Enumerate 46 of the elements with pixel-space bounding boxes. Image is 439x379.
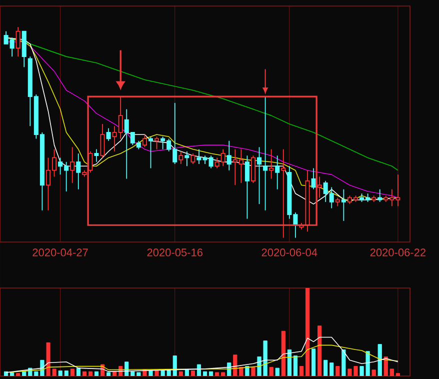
candlestick — [263, 96, 268, 211]
candlestick — [100, 124, 105, 158]
candlestick — [184, 150, 190, 167]
bar — [390, 368, 394, 376]
bar — [330, 362, 334, 376]
candlestick — [275, 155, 280, 190]
candlestick — [16, 26, 20, 58]
bar — [305, 288, 310, 376]
bar — [281, 330, 286, 376]
x-tick-label: 2020-04-27 — [32, 248, 88, 256]
candlestick — [341, 188, 346, 222]
bar — [317, 326, 322, 376]
bar — [311, 348, 316, 376]
bar — [190, 370, 195, 376]
candlestick — [76, 153, 81, 190]
bar — [293, 355, 298, 376]
candlestick — [378, 188, 382, 202]
x-tick-label: 2020-05-16 — [147, 248, 202, 256]
candlestick — [335, 197, 340, 207]
bar — [287, 349, 292, 376]
candlestick — [94, 148, 99, 162]
candlestick — [106, 128, 111, 142]
bar — [251, 366, 256, 376]
bar — [372, 370, 376, 376]
x-tick-label: 2020-06-04 — [262, 248, 318, 256]
candlestick — [190, 153, 196, 164]
candlestick — [305, 170, 310, 232]
candlestick — [82, 170, 87, 178]
candlestick — [372, 195, 376, 202]
candlestick — [281, 148, 286, 238]
bar — [299, 366, 304, 376]
bar — [324, 360, 328, 376]
bar — [184, 370, 189, 376]
candlestick — [257, 146, 262, 205]
candlestick — [70, 146, 75, 184]
bar — [384, 356, 388, 376]
bar — [396, 373, 400, 376]
bar — [336, 366, 340, 376]
candlestick — [178, 150, 184, 164]
candlestick — [269, 148, 274, 180]
bar — [342, 349, 346, 376]
bar — [269, 366, 274, 376]
candlestick — [226, 140, 232, 171]
candlestick — [317, 176, 322, 198]
bar — [275, 368, 280, 376]
x-tick-label: 2020-06-22 — [370, 248, 426, 256]
